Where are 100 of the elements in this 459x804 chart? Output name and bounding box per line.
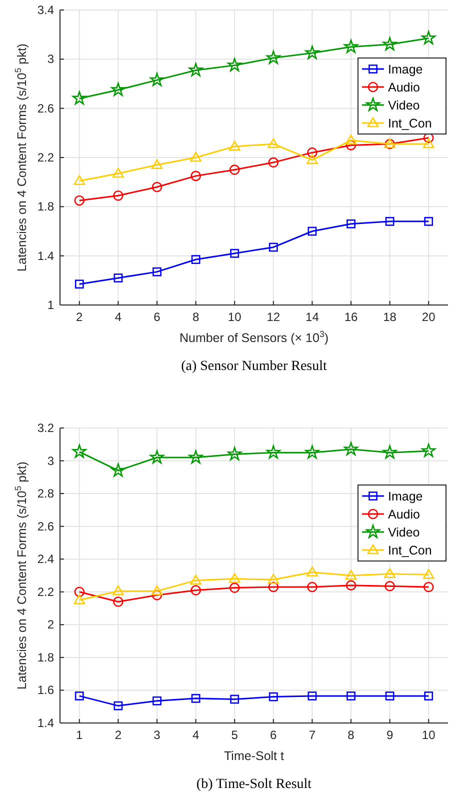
point [74,586,85,598]
y-tick-label: 1.4 [37,716,54,730]
point [305,46,320,60]
x-tick-label: 9 [386,728,394,742]
point [114,274,123,282]
legend-label: Image [388,62,423,76]
x-tick-label: 16 [344,310,358,324]
point [190,152,202,162]
point [268,138,280,148]
point [228,573,240,583]
x-tick-label: 4 [114,310,122,324]
x-tick-label: 8 [192,310,200,324]
point [306,154,318,164]
x-tick-label: 2 [114,728,122,742]
text: (b) Time-Solt Result [196,777,312,792]
point [113,596,124,607]
x-tick-label: 6 [270,728,278,742]
point [190,574,202,585]
point [345,134,357,144]
x-tick-label: 10 [422,728,436,742]
x-tick-label: 5 [231,728,238,742]
point [305,445,320,459]
point [308,226,317,236]
y-tick-label: 2 [47,618,54,632]
x-tick-label: 1 [76,728,84,742]
point [346,219,356,228]
legend-label: Video [388,98,420,112]
point [422,138,434,148]
x-tick-label: 12 [266,310,280,324]
point [268,242,278,252]
x-tick-label: 14 [306,310,320,324]
point [74,594,86,604]
y-tick-label: 3.4 [37,3,54,17]
point [307,147,318,158]
point [114,701,123,710]
point [74,175,86,186]
point [346,692,356,700]
legend-label: Video [388,526,420,540]
x-tick-label: 3 [154,728,161,742]
point [268,582,279,592]
point [385,216,394,226]
y-tick-label: 2.6 [37,519,54,534]
point [152,182,162,192]
point [150,72,164,86]
point [422,30,436,44]
point [152,696,162,706]
y-tick-label: 3.2 [37,421,54,435]
y-tick-label: 2.2 [37,150,54,164]
point [344,442,358,456]
point [344,40,358,53]
x-axis-title: Number of Sensors (× 10$^{3}$) [179,329,329,345]
x-tick-label: 10 [228,310,242,324]
point [422,569,434,579]
point [384,581,395,592]
point [72,444,86,458]
y-tick-label: 2.6 [37,101,54,116]
point [385,692,394,700]
point [228,58,242,72]
y-tick-label: 2.8 [37,486,54,501]
point [229,164,240,175]
point [306,566,318,576]
y-tick-label: 2.4 [37,552,54,566]
y-tick-label: 1.6 [37,683,54,698]
point [424,692,434,700]
point [307,582,318,592]
point [266,445,280,459]
y-tick-label: 1 [47,298,54,312]
point [111,82,126,96]
legend-label: Int_Con [388,544,432,558]
point [74,280,84,289]
point [268,574,280,584]
point [345,570,357,580]
point [230,694,240,704]
point [424,216,434,226]
legend-label: Image [388,490,423,504]
point [191,255,200,264]
point [382,445,397,459]
point [346,580,356,590]
point [423,582,434,592]
point [152,590,162,600]
y-tick-label: 1.8 [37,200,54,214]
x-tick-label: 6 [154,310,161,324]
point [266,50,280,64]
point [190,170,201,182]
point [74,195,85,206]
point [268,692,278,702]
point [422,444,436,457]
point [74,692,84,700]
point [188,450,203,464]
point [229,582,240,593]
point [152,267,162,276]
point [384,568,396,578]
x-tick-label: 20 [422,310,436,324]
point [112,585,124,596]
point [151,585,163,596]
x-tick-label: 18 [383,310,397,324]
point [150,450,164,464]
x-tick-label: 4 [192,728,200,742]
point [230,248,240,258]
point [72,91,86,105]
